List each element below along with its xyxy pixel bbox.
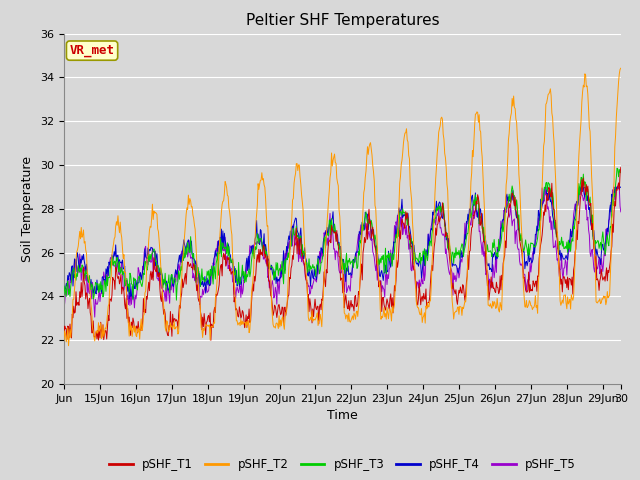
Title: Peltier SHF Temperatures: Peltier SHF Temperatures <box>246 13 439 28</box>
Legend: pSHF_T1, pSHF_T2, pSHF_T3, pSHF_T4, pSHF_T5: pSHF_T1, pSHF_T2, pSHF_T3, pSHF_T4, pSHF… <box>104 454 580 476</box>
Y-axis label: Soil Temperature: Soil Temperature <box>22 156 35 262</box>
X-axis label: Time: Time <box>327 409 358 422</box>
Text: VR_met: VR_met <box>70 44 115 57</box>
